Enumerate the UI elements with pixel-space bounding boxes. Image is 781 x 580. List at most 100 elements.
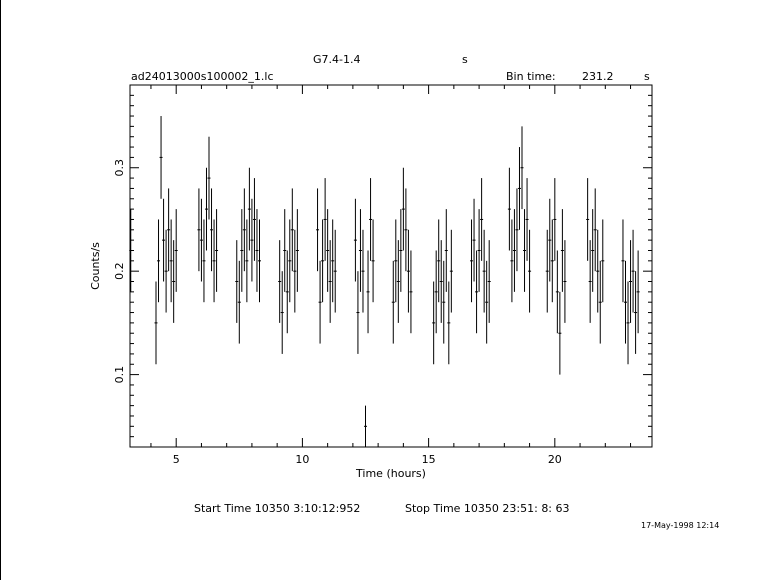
- data-point: [245, 219, 249, 303]
- data-point: [449, 229, 453, 313]
- data-point: [207, 136, 211, 220]
- data-point: [247, 167, 251, 251]
- data-point: [548, 198, 552, 282]
- data-point: [432, 281, 436, 365]
- plot-frame: [129, 84, 653, 448]
- data-point: [434, 250, 438, 334]
- data-point: [487, 240, 491, 323]
- data-point: [558, 291, 562, 375]
- data-point: [199, 198, 203, 282]
- data-point: [162, 198, 166, 282]
- data-points: [129, 116, 640, 447]
- data-point: [278, 240, 282, 323]
- data-point: [240, 209, 244, 292]
- data-point: [404, 188, 408, 272]
- data-point: [323, 178, 327, 261]
- data-point: [563, 240, 567, 323]
- x-tick-label: 5: [173, 453, 180, 466]
- data-point: [515, 188, 519, 272]
- data-point: [318, 260, 322, 344]
- data-point: [316, 188, 320, 272]
- data-point: [560, 209, 564, 292]
- data-point: [361, 229, 365, 313]
- data-point: [439, 240, 443, 323]
- data-point: [406, 229, 410, 313]
- data-point: [326, 209, 330, 292]
- data-point: [525, 178, 529, 261]
- data-point: [482, 229, 486, 313]
- data-point: [212, 219, 216, 303]
- data-point: [328, 240, 332, 323]
- tick-labels: 5 10 15 20 0.1 0.2 0.3: [113, 159, 562, 466]
- data-point: [255, 209, 259, 292]
- data-point: [550, 219, 554, 303]
- data-point: [242, 188, 246, 272]
- data-point: [280, 271, 284, 354]
- date-stamp: 17-May-1998 12:14: [641, 521, 720, 530]
- data-point: [369, 178, 373, 261]
- bin-time-unit: s: [644, 70, 650, 83]
- data-point: [512, 209, 516, 292]
- data-point: [283, 209, 287, 292]
- x-tick-label: 15: [422, 453, 436, 466]
- bin-time-value: 231.2: [582, 70, 614, 83]
- data-point: [480, 178, 484, 261]
- data-point: [586, 178, 590, 261]
- data-point: [555, 250, 559, 334]
- data-point: [475, 250, 479, 334]
- data-point: [636, 250, 640, 334]
- data-point: [520, 126, 524, 210]
- data-point: [159, 116, 163, 199]
- data-point: [470, 219, 474, 303]
- data-point: [598, 260, 602, 344]
- data-point: [510, 219, 514, 303]
- data-point: [409, 250, 413, 334]
- data-point: [399, 209, 403, 292]
- data-point: [285, 250, 289, 334]
- start-time: Start Time 10350 3:10:12:952: [194, 502, 361, 515]
- data-point: [172, 240, 176, 323]
- y-tick-label: 0.3: [113, 159, 126, 177]
- data-point: [391, 260, 395, 344]
- data-point: [507, 167, 511, 251]
- data-point: [331, 219, 335, 303]
- data-point: [290, 188, 294, 272]
- data-point: [601, 219, 605, 303]
- data-point: [252, 178, 256, 261]
- axis-ticks: [130, 84, 652, 448]
- data-point: [321, 219, 325, 303]
- data-point: [366, 250, 370, 334]
- object-units: s: [462, 53, 468, 66]
- data-point: [154, 281, 158, 365]
- file-name: ad24013000s100002_1.lc: [131, 70, 274, 83]
- data-point: [237, 260, 241, 344]
- data-point: [204, 167, 208, 251]
- data-point: [401, 167, 405, 251]
- data-point: [629, 240, 633, 323]
- data-point: [553, 178, 557, 261]
- data-point: [626, 281, 630, 365]
- y-axis-label: Counts/s: [89, 242, 102, 290]
- data-point: [257, 219, 261, 303]
- data-point: [517, 147, 521, 230]
- data-point: [215, 209, 219, 292]
- data-point: [250, 198, 254, 282]
- data-point: [364, 405, 368, 447]
- data-point: [353, 198, 357, 282]
- data-point: [634, 271, 638, 354]
- data-point: [528, 229, 532, 313]
- data-point: [129, 209, 133, 292]
- y-tick-label: 0.1: [113, 366, 126, 384]
- data-point: [588, 240, 592, 323]
- data-point: [164, 229, 168, 313]
- data-point: [169, 219, 173, 303]
- data-point: [623, 260, 627, 344]
- data-point: [235, 240, 239, 323]
- data-point: [485, 260, 489, 344]
- data-point: [477, 209, 481, 292]
- data-point: [596, 229, 600, 313]
- object-name: G7.4-1.4: [313, 53, 361, 66]
- left-border-line: [0, 0, 1, 580]
- data-point: [447, 281, 451, 365]
